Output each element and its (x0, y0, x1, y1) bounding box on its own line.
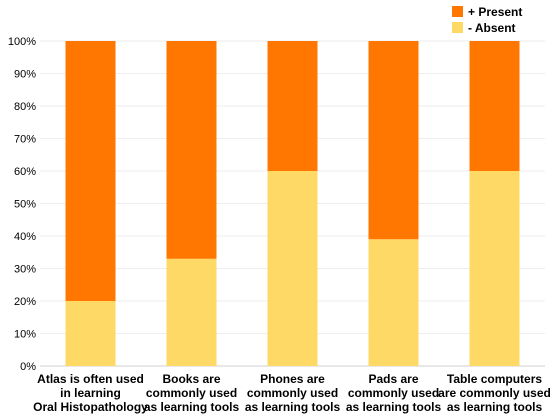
bar-segment-present (267, 41, 318, 171)
bar-segment-absent (65, 301, 116, 366)
x-tick-label: Table computers are commonly used as learn… (438, 372, 550, 414)
x-tick-label: Atlas is often used in learning Oral Histo… (33, 372, 148, 414)
legend-swatch (452, 6, 463, 17)
bar-segment-present (368, 41, 419, 240)
y-tick-label: 70% (14, 134, 36, 146)
bar-segment-present (65, 41, 116, 301)
x-tick-label: Pads are commonly used as learning tools (346, 372, 442, 414)
y-tick-label: 10% (14, 329, 36, 341)
y-tick-label: 0% (20, 361, 36, 373)
y-tick-label: 30% (14, 264, 36, 276)
y-tick-label: 90% (14, 69, 36, 81)
x-tick-label: Books are commonly used as learning tools (144, 372, 240, 414)
y-tick-label: 80% (14, 101, 36, 113)
bars-layer (65, 41, 520, 366)
y-tick-label: 60% (14, 166, 36, 178)
y-tick-label: 50% (14, 199, 36, 211)
bar-segment-absent (166, 258, 217, 366)
y-tick-label: 20% (14, 296, 36, 308)
bar-segment-absent (469, 171, 520, 366)
y-tick-label: 100% (8, 36, 36, 48)
legend: + Present - Absent (452, 5, 522, 35)
y-axis: 0% 10% 20% 30% 40% 50% 60% 70% 80% 90% 100% (8, 36, 36, 373)
bar-segment-present (469, 41, 520, 171)
bar-segment-absent (368, 239, 419, 366)
legend-swatch (452, 22, 463, 33)
bar-segment-present (166, 41, 217, 259)
x-tick-label: Phones are commonly used as learning tools (245, 372, 341, 414)
x-axis: Atlas is often used in learning Oral Histo… (33, 372, 550, 414)
y-tick-label: 40% (14, 231, 36, 243)
legend-label: + Present (468, 5, 522, 19)
legend-label: - Absent (468, 21, 516, 35)
bar-segment-absent (267, 171, 318, 366)
